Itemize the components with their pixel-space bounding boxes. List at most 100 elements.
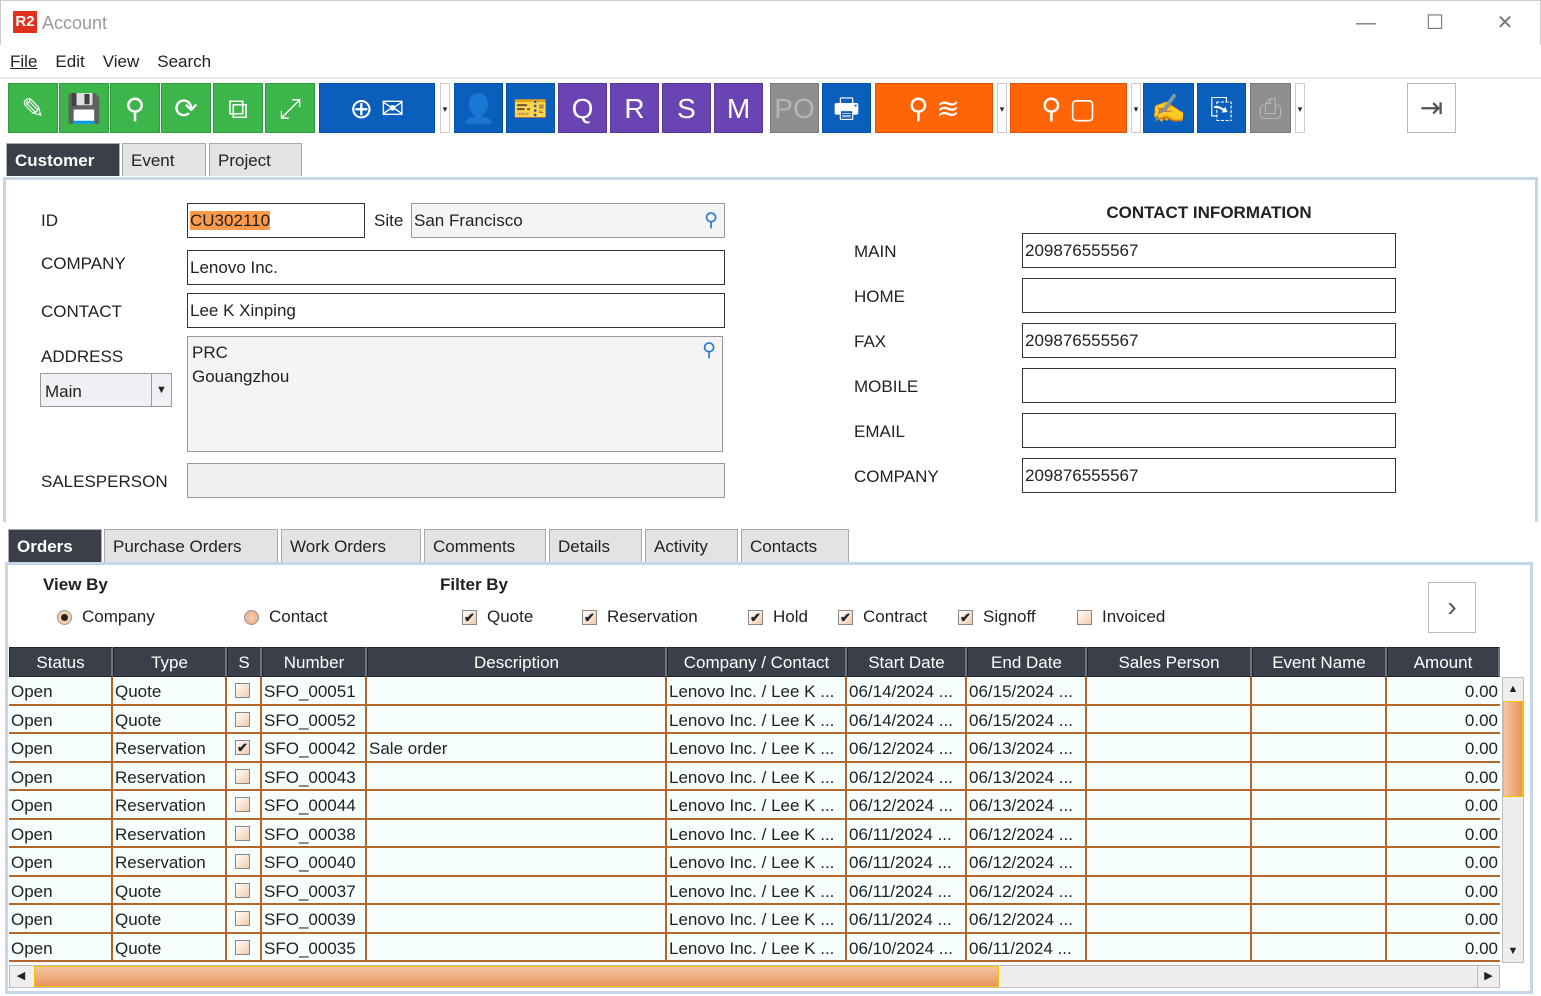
expand-button[interactable]: ⤢: [265, 83, 315, 133]
salesperson-field[interactable]: [187, 463, 725, 498]
column-header-amount[interactable]: Amount: [1387, 647, 1500, 677]
checkbox-icon[interactable]: [235, 797, 250, 812]
row-selected-cell[interactable]: [227, 933, 262, 962]
m-doc-button[interactable]: M: [714, 83, 763, 133]
search-icon[interactable]: ⚲: [704, 210, 718, 231]
id-field[interactable]: CU302110: [187, 203, 365, 238]
table-row[interactable]: Open Quote SFO_00039 Lenovo Inc. / Lee K ..…: [9, 905, 1500, 934]
checkbox-icon[interactable]: [235, 768, 250, 784]
checkbox-icon[interactable]: [235, 825, 250, 841]
scroll-left-icon[interactable]: ◀: [16, 970, 26, 982]
hierarchy-button[interactable]: ⧉: [213, 83, 263, 133]
checkbox-icon[interactable]: [235, 939, 250, 955]
address-type-select[interactable]: Main ▼: [40, 373, 172, 407]
tab-orders[interactable]: Orders: [8, 529, 102, 562]
vertical-scrollbar[interactable]: ▲ ▼: [1502, 677, 1524, 963]
row-selected-cell[interactable]: [227, 677, 262, 705]
copy-docs-button[interactable]: ⎘: [1197, 83, 1246, 133]
table-row[interactable]: Open Reservation SFO_00040 Lenovo Inc. / Le…: [9, 848, 1500, 877]
minimize-icon[interactable]: —: [1356, 12, 1376, 34]
tab-project[interactable]: Project: [209, 143, 302, 176]
column-header-company-contact[interactable]: Company / Contact: [667, 647, 847, 677]
tab-work-orders[interactable]: Work Orders: [281, 529, 421, 562]
checkbox-icon[interactable]: [235, 911, 250, 926]
tab-purchase-orders[interactable]: Purchase Orders: [104, 529, 278, 562]
toolbar-dropdown[interactable]: ▾: [440, 83, 450, 133]
new-email-button[interactable]: ⊕ ✉: [319, 83, 435, 133]
column-header-type[interactable]: Type: [113, 647, 227, 677]
edit-card-button[interactable]: ✍: [1143, 83, 1194, 133]
cash-register-button[interactable]: 🖶: [822, 83, 871, 133]
row-selected-cell[interactable]: [227, 791, 262, 819]
table-row[interactable]: Open Quote SFO_00037 Lenovo Inc. / Lee K ..…: [9, 876, 1500, 905]
checkbox-icon[interactable]: [235, 854, 250, 869]
scroll-thumb[interactable]: [34, 966, 999, 987]
filter-quote-checkbox[interactable]: ✔ Quote: [462, 607, 533, 627]
filter-hold-checkbox[interactable]: ✔ Hold: [748, 607, 808, 627]
chevron-down-icon[interactable]: ▼: [151, 374, 171, 406]
filter-invoiced-checkbox[interactable]: Invoiced: [1077, 607, 1165, 627]
tab-event[interactable]: Event: [122, 143, 206, 176]
table-row[interactable]: Open Quote SFO_00035 Lenovo Inc. / Lee K ..…: [9, 933, 1500, 962]
tab-customer[interactable]: Customer: [6, 143, 120, 176]
column-header-status[interactable]: Status: [9, 647, 113, 677]
scroll-up-icon[interactable]: ▲: [1507, 683, 1519, 695]
save-button[interactable]: 💾: [59, 83, 109, 133]
row-selected-cell[interactable]: [227, 819, 262, 848]
contact-field[interactable]: Lee K Xinping: [187, 293, 725, 328]
row-selected-cell[interactable]: [227, 705, 262, 734]
reservation-doc-button[interactable]: R: [610, 83, 659, 133]
column-header-sales-person[interactable]: Sales Person: [1087, 647, 1252, 677]
column-header-start-date[interactable]: Start Date: [847, 647, 967, 677]
row-selected-cell[interactable]: [227, 905, 262, 933]
column-header-event-name[interactable]: Event Name: [1252, 647, 1387, 677]
view-by-company-radio[interactable]: Company: [57, 607, 155, 627]
tab-contacts[interactable]: Contacts: [741, 529, 849, 562]
mobile-field[interactable]: [1022, 368, 1396, 403]
menu-edit[interactable]: Edit: [55, 52, 85, 71]
table-row[interactable]: Open Reservation SFO_00043 Lenovo Inc. / Le…: [9, 762, 1500, 791]
tab-comments[interactable]: Comments: [424, 529, 546, 562]
checkbox-icon[interactable]: [235, 711, 250, 727]
view-by-contact-radio[interactable]: Contact: [244, 607, 328, 627]
table-row[interactable]: Open Reservation SFO_00038 Lenovo Inc. / Le…: [9, 819, 1500, 848]
company-field[interactable]: 209876555567: [1022, 458, 1396, 493]
column-header-end-date[interactable]: End Date: [967, 647, 1087, 677]
horizontal-scrollbar[interactable]: ◀ ▶: [9, 965, 1500, 988]
email-field[interactable]: [1022, 413, 1396, 448]
site-field[interactable]: San Francisco ⚲: [411, 203, 725, 238]
po-doc-button[interactable]: PO: [770, 83, 819, 133]
main-field[interactable]: 209876555567: [1022, 233, 1396, 268]
signoff-doc-button[interactable]: S: [662, 83, 711, 133]
edit-broom-button[interactable]: ✎: [8, 83, 58, 133]
table-row[interactable]: Open Reservation SFO_00044 Lenovo Inc. / Le…: [9, 791, 1500, 820]
checkbox-icon[interactable]: ✔: [235, 740, 250, 755]
search-box-button[interactable]: ⚲ ▢: [1010, 83, 1127, 133]
toolbar-dropdown[interactable]: ▾: [1295, 83, 1305, 133]
checkbox-icon[interactable]: [235, 882, 250, 898]
next-button[interactable]: ›: [1428, 582, 1476, 633]
row-selected-cell[interactable]: [227, 762, 262, 791]
tab-details[interactable]: Details: [549, 529, 642, 562]
maximize-icon[interactable]: ☐: [1426, 12, 1444, 34]
address-field[interactable]: PRC Gouangzhou ⚲: [187, 336, 723, 452]
row-selected-cell[interactable]: [227, 848, 262, 876]
search-inventory-button[interactable]: ⚲ ≋: [875, 83, 993, 133]
table-row[interactable]: Open Quote SFO_00051 Lenovo Inc. / Lee K ..…: [9, 677, 1500, 706]
ticket-button[interactable]: 🎫: [506, 83, 555, 133]
filter-contract-checkbox[interactable]: ✔ Contract: [838, 607, 927, 627]
refresh-button[interactable]: ⟳: [161, 83, 211, 133]
search-icon[interactable]: ⚲: [702, 340, 716, 361]
menu-search[interactable]: Search: [157, 52, 212, 71]
contact-person-button[interactable]: 👤: [454, 83, 503, 133]
close-icon[interactable]: ✕: [1496, 12, 1514, 34]
scroll-down-icon[interactable]: ▼: [1507, 945, 1519, 957]
checkbox-icon[interactable]: [235, 683, 250, 698]
column-header-s[interactable]: S: [227, 647, 262, 677]
fax-field[interactable]: 209876555567: [1022, 323, 1396, 358]
exit-button[interactable]: ⇥: [1407, 83, 1456, 133]
menu-file[interactable]: File: [10, 52, 38, 71]
search-button[interactable]: ⚲: [110, 83, 160, 133]
toolbar-dropdown[interactable]: ▾: [1131, 83, 1141, 133]
home-field[interactable]: [1022, 278, 1396, 313]
